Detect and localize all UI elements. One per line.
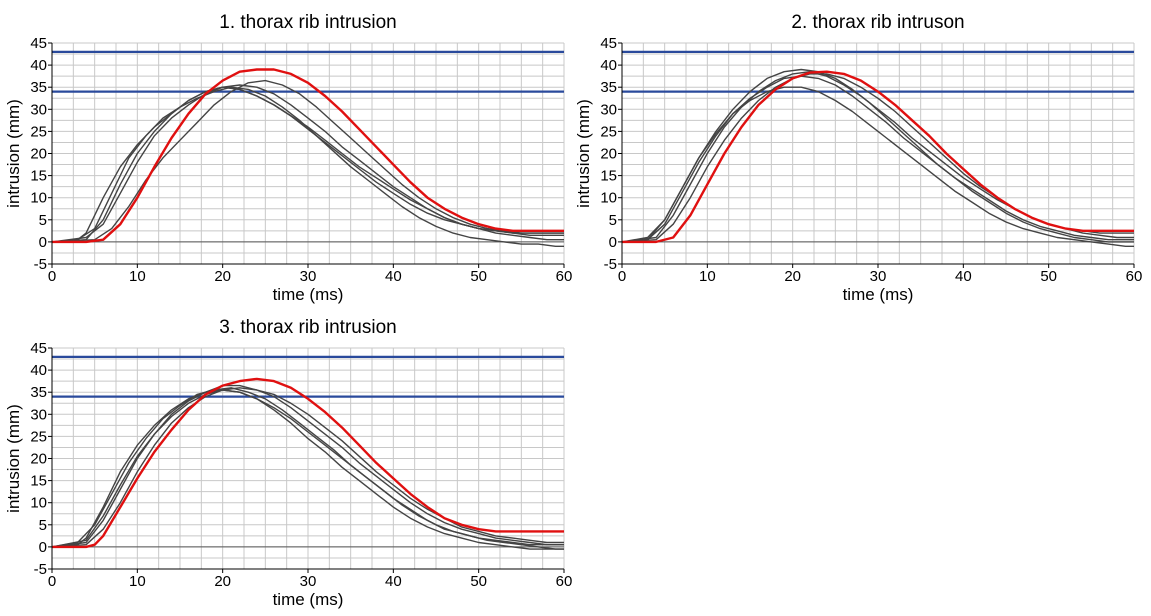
series-line [52,68,564,244]
y-tick-label: 15 [30,473,47,490]
x-tick-label: 20 [214,268,231,285]
y-tick-label: 10 [30,190,47,207]
y-tick-label: 35 [30,384,47,401]
y-tick-label: 15 [600,168,617,185]
y-tick-label: 30 [30,101,47,118]
x-tick-label: 50 [470,573,487,590]
x-tick-label: 40 [385,573,402,590]
series-line [51,387,564,550]
y-tick-label: -5 [604,256,617,273]
y-axis-label: intrusion (mm) [574,99,593,208]
y-tick-label: 0 [39,234,47,251]
x-tick-label: 30 [300,573,317,590]
y-tick-label: 5 [39,212,47,229]
y-tick-label: 20 [600,146,617,163]
x-tick-label: 60 [556,573,573,590]
x-tick-label: 20 [214,573,231,590]
y-tick-label: -5 [34,561,47,578]
x-tick-label: 40 [385,268,402,285]
chart-title: 1. thorax rib intrusion [219,12,396,33]
series-line [52,377,564,549]
y-tick-label: 35 [600,79,617,96]
x-tick-label: 40 [955,268,972,285]
y-tick-label: 45 [30,340,47,357]
x-tick-label: 0 [618,268,626,285]
y-tick-label: 25 [600,123,617,140]
y-tick-label: 10 [600,190,617,207]
x-tick-label: 20 [784,268,801,285]
x-tick-label: 30 [870,268,887,285]
x-tick-label: 0 [48,268,56,285]
y-tick-label: 30 [30,406,47,423]
chart-title: 2. thorax rib intruson [791,12,964,33]
x-tick-label: 60 [1126,268,1143,285]
y-tick-label: 35 [30,79,47,96]
y-tick-label: 5 [609,212,617,229]
x-axis-label: time (ms) [273,285,344,304]
x-tick-label: 50 [1040,268,1057,285]
x-tick-label: 30 [300,268,317,285]
x-axis-label: time (ms) [843,285,914,304]
x-tick-label: 0 [48,573,56,590]
series-line [51,387,564,548]
y-tick-label: 25 [30,428,47,445]
y-tick-label: 30 [600,101,617,118]
series-line [51,86,564,247]
series-line [621,68,1134,243]
series-line [621,86,1134,247]
x-tick-label: 10 [129,573,146,590]
y-tick-label: 15 [30,168,47,185]
x-tick-label: 10 [129,268,146,285]
y-tick-label: 25 [30,123,47,140]
y-tick-label: 20 [30,451,47,468]
y-tick-label: 0 [39,539,47,556]
y-tick-label: 0 [609,234,617,251]
y-tick-label: 45 [30,35,47,52]
series-line [621,75,1134,243]
y-tick-label: 40 [30,57,47,74]
x-tick-label: 50 [470,268,487,285]
x-tick-label: 60 [556,268,573,285]
y-tick-label: 40 [600,57,617,74]
y-tick-label: 10 [30,495,47,512]
x-axis-label: time (ms) [273,590,344,609]
y-axis-label: intrusion (mm) [4,99,23,208]
y-tick-label: 45 [600,35,617,52]
y-axis-label: intrusion (mm) [4,404,23,513]
series-line [51,84,564,243]
chart-title: 3. thorax rib intrusion [219,317,396,338]
series-line [51,79,564,243]
y-tick-label: 5 [39,517,47,534]
series-line [622,70,1134,244]
y-tick-label: 20 [30,146,47,163]
series-line [51,389,564,550]
y-tick-label: 40 [30,362,47,379]
x-tick-label: 10 [699,268,716,285]
y-tick-label: -5 [34,256,47,273]
